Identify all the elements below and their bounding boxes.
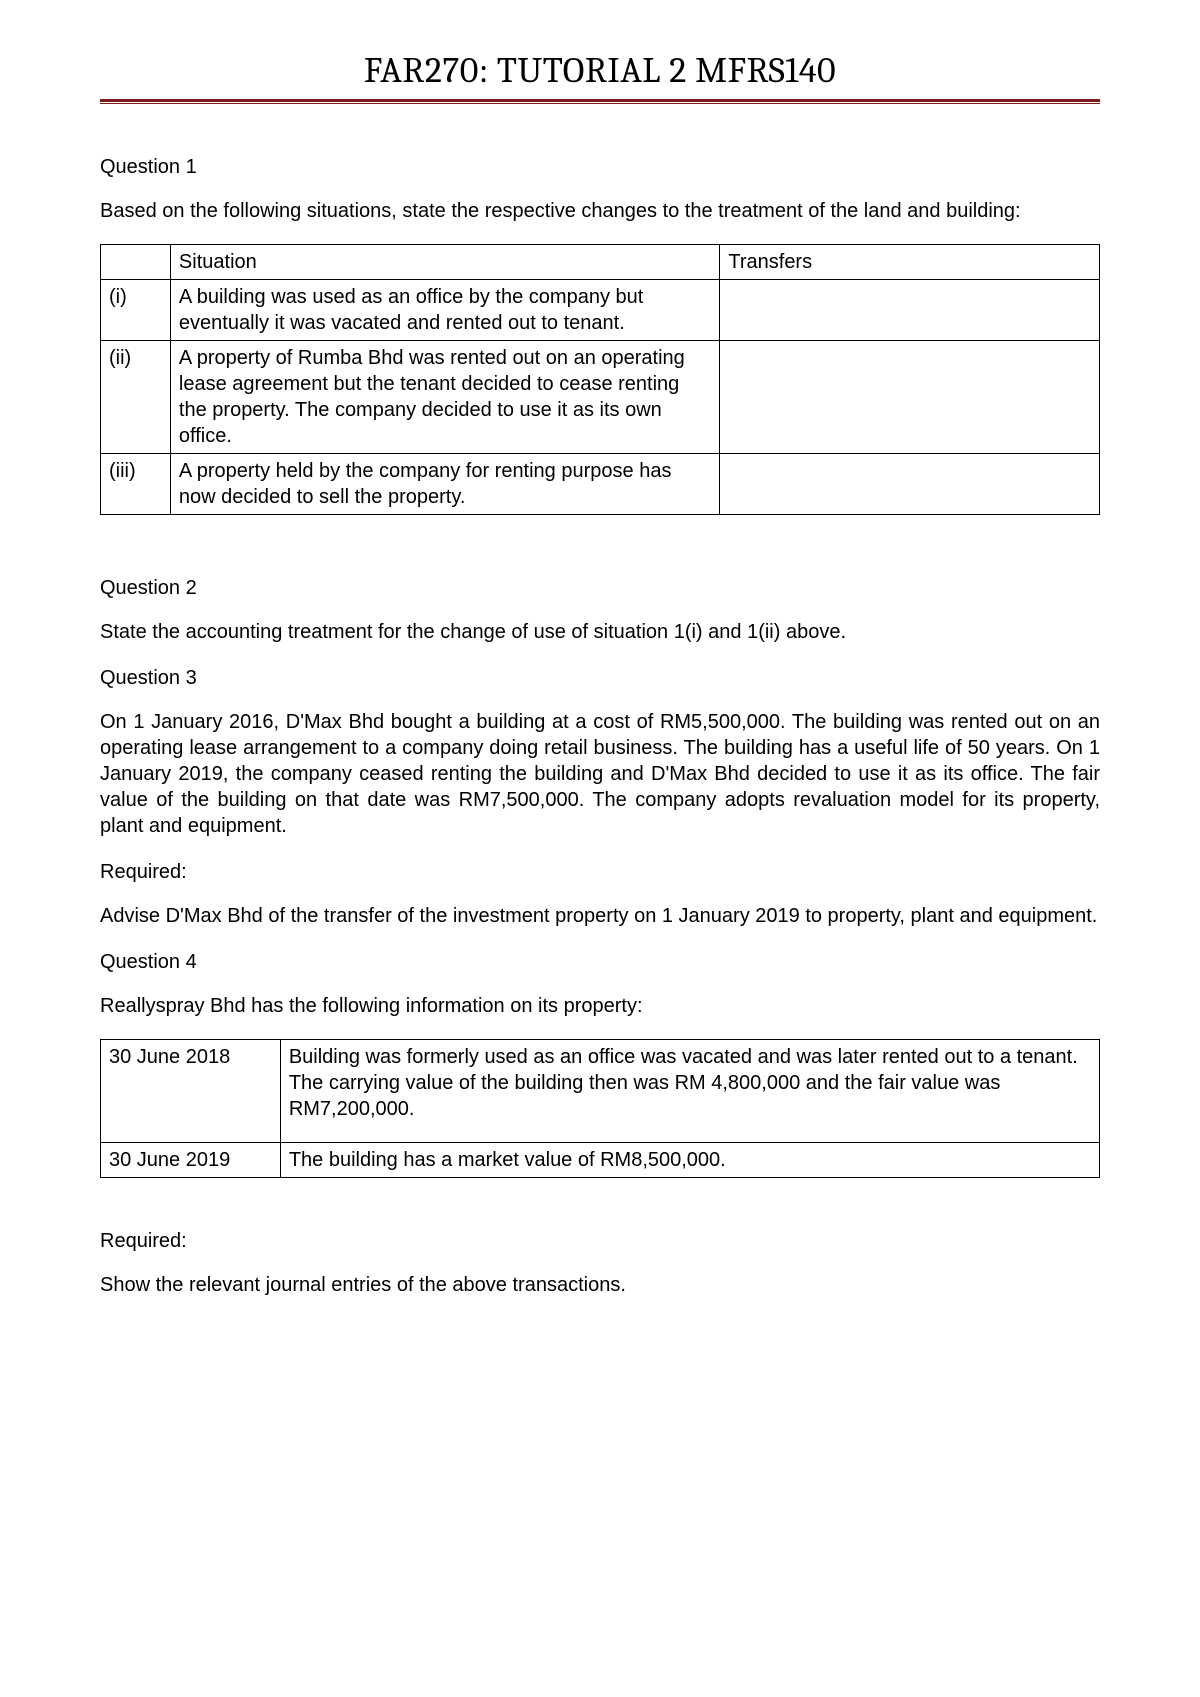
- table-header-blank: [101, 245, 171, 280]
- question-4-required-label: Required:: [100, 1228, 1100, 1254]
- question-3-required-text: Advise D'Max Bhd of the transfer of the …: [100, 903, 1100, 929]
- row-situation: A property held by the company for renti…: [170, 454, 719, 515]
- question-2-text: State the accounting treatment for the c…: [100, 619, 1100, 645]
- question-2-heading: Question 2: [100, 575, 1100, 601]
- question-4-required-text: Show the relevant journal entries of the…: [100, 1272, 1100, 1298]
- question-1-table: Situation Transfers (i) A building was u…: [100, 244, 1100, 515]
- row-number: (i): [101, 280, 171, 341]
- document-body: Question 1 Based on the following situat…: [100, 104, 1100, 1298]
- row-transfers: [720, 341, 1100, 454]
- question-3-required-label: Required:: [100, 859, 1100, 885]
- header-block: FAR270: TUTORIAL 2 MFRS140: [100, 50, 1100, 104]
- row-description: Building was formerly used as an office …: [280, 1040, 1099, 1143]
- table-row: (i) A building was used as an office by …: [101, 280, 1100, 341]
- table-row: (iii) A property held by the company for…: [101, 454, 1100, 515]
- table-row: (ii) A property of Rumba Bhd was rented …: [101, 341, 1100, 454]
- table-header-situation: Situation: [170, 245, 719, 280]
- question-4-intro: Reallyspray Bhd has the following inform…: [100, 993, 1100, 1019]
- document-page: FAR270: TUTORIAL 2 MFRS140 Question 1 Ba…: [0, 0, 1200, 1378]
- row-situation: A property of Rumba Bhd was rented out o…: [170, 341, 719, 454]
- row-date: 30 June 2019: [101, 1143, 281, 1178]
- question-3-text: On 1 January 2016, D'Max Bhd bought a bu…: [100, 709, 1100, 839]
- table-header-transfers: Transfers: [720, 245, 1100, 280]
- row-situation: A building was used as an office by the …: [170, 280, 719, 341]
- question-1-intro: Based on the following situations, state…: [100, 198, 1100, 224]
- question-3-heading: Question 3: [100, 665, 1100, 691]
- question-1-heading: Question 1: [100, 154, 1100, 180]
- document-title: FAR270: TUTORIAL 2 MFRS140: [100, 50, 1100, 97]
- row-date: 30 June 2018: [101, 1040, 281, 1143]
- row-number: (iii): [101, 454, 171, 515]
- row-transfers: [720, 280, 1100, 341]
- row-number: (ii): [101, 341, 171, 454]
- row-transfers: [720, 454, 1100, 515]
- table-row: 30 June 2019 The building has a market v…: [101, 1143, 1100, 1178]
- table-header-row: Situation Transfers: [101, 245, 1100, 280]
- table-row: 30 June 2018 Building was formerly used …: [101, 1040, 1100, 1143]
- question-4-heading: Question 4: [100, 949, 1100, 975]
- row-description: The building has a market value of RM8,5…: [280, 1143, 1099, 1178]
- question-4-table: 30 June 2018 Building was formerly used …: [100, 1039, 1100, 1178]
